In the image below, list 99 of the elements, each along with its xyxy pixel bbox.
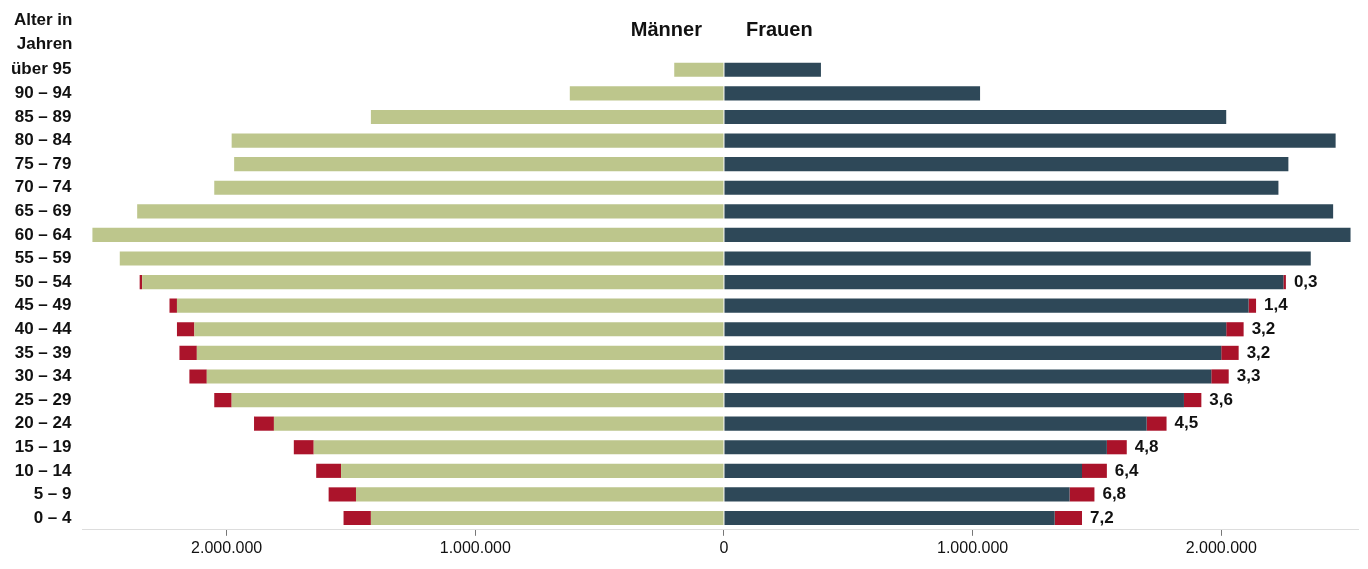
x-tick-label: 2.000.000 [191,538,263,556]
bar [1221,345,1239,360]
annotation: 4,8 [1134,436,1159,456]
bar [176,298,724,313]
bar [724,440,1107,455]
bar [1226,322,1244,337]
bar [142,275,724,290]
bar [179,345,197,360]
x-tick-label: 2.000.000 [1185,538,1257,556]
series-label: Männer [630,17,703,40]
y-tick-label: 45 – 49 [14,295,72,315]
y-tick-label: 50 – 54 [14,271,72,291]
y-tick-label: 75 – 79 [14,153,72,173]
bar [724,322,1227,337]
bar [189,369,207,384]
bar [724,345,1222,360]
bar [724,227,1351,242]
bar [724,86,981,101]
bar [316,463,342,478]
bar [724,157,1289,172]
bar [1146,416,1167,431]
bar [1069,487,1095,502]
y-tick-label: 10 – 14 [14,460,72,480]
bar [176,322,195,337]
bar [231,133,724,148]
bar [1054,510,1083,526]
bar [355,487,724,502]
bar [343,510,371,526]
annotation: 7,2 [1090,507,1114,527]
bar [293,440,314,455]
y-tick-label: 0 – 4 [33,507,73,527]
bar [724,369,1212,384]
bar [724,487,1070,502]
annotation: 3,2 [1246,342,1271,362]
bar [724,463,1083,478]
annotation: 6,8 [1102,484,1127,504]
bar [169,298,177,313]
y-tick-label: 30 – 34 [14,366,72,386]
y-tick-label: 90 – 94 [14,83,72,103]
y-tick-label: 60 – 64 [14,224,72,244]
annotation: 1,4 [1264,295,1289,315]
bar [196,345,724,360]
bar [724,109,1227,125]
x-tick-label: 0 [719,538,729,556]
y-tick-label: 15 – 19 [14,436,72,456]
bar [724,275,1284,290]
bar [569,86,724,101]
bar [194,322,724,337]
bar [273,416,724,431]
bar [231,392,724,408]
bar [214,392,232,408]
bar [724,62,821,77]
x-tick-label: 1.000.000 [937,538,1009,556]
bar [724,298,1249,313]
annotation: 4,5 [1174,413,1199,433]
y-tick-label: über 95 [10,59,72,79]
bar [724,204,1334,219]
bar [1082,463,1107,478]
y-tick-label: 20 – 24 [14,413,72,433]
y-tick-label: 70 – 74 [14,177,72,197]
bar [724,251,1311,266]
annotation: 3,2 [1251,318,1276,338]
y-tick-label: 65 – 69 [14,201,72,221]
y-tick-label: 80 – 84 [14,130,72,150]
y-tick-label: 40 – 44 [14,318,72,338]
bar [214,180,724,195]
bar [254,416,274,431]
bar [1183,392,1202,408]
y-tick-label: 85 – 89 [14,106,72,126]
y-tick-label: 5 – 9 [33,484,72,504]
bar [234,157,724,172]
series-label: Frauen [745,17,813,40]
bar [370,109,724,125]
bar [724,133,1336,148]
annotation: 0,3 [1293,271,1318,291]
y-tick-label: 25 – 29 [14,389,72,409]
bar [1248,298,1257,313]
x-tick-label: 1.000.000 [439,538,512,556]
bar [674,62,724,77]
bar [206,369,724,384]
bar [137,204,724,219]
bar [313,440,724,455]
annotation: 3,3 [1236,366,1261,386]
y-tick-label: 35 – 39 [14,342,72,362]
bar [1106,440,1127,455]
bar [341,463,724,478]
bar [328,487,356,502]
y-tick-label: 55 – 59 [14,248,72,268]
bar [724,510,1055,526]
bar [724,392,1184,408]
annotation: 3,6 [1209,389,1233,409]
bar [119,251,724,266]
bar [1283,275,1286,290]
annotation: 6,4 [1114,460,1140,480]
bar [724,416,1147,431]
bar [1211,369,1229,384]
bar [724,180,1279,195]
bar [370,510,724,526]
bar [92,227,724,242]
